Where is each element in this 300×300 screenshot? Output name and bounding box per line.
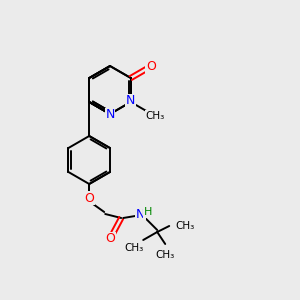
Text: CH₃: CH₃ xyxy=(146,111,165,121)
Text: H: H xyxy=(144,207,152,217)
Text: N: N xyxy=(105,109,115,122)
Text: CH₃: CH₃ xyxy=(176,221,195,231)
Text: O: O xyxy=(105,232,115,245)
Text: N: N xyxy=(136,208,145,221)
Text: CH₃: CH₃ xyxy=(156,250,175,260)
Text: O: O xyxy=(84,191,94,205)
Text: CH₃: CH₃ xyxy=(124,243,144,253)
Text: O: O xyxy=(146,60,156,73)
Text: N: N xyxy=(126,94,136,107)
